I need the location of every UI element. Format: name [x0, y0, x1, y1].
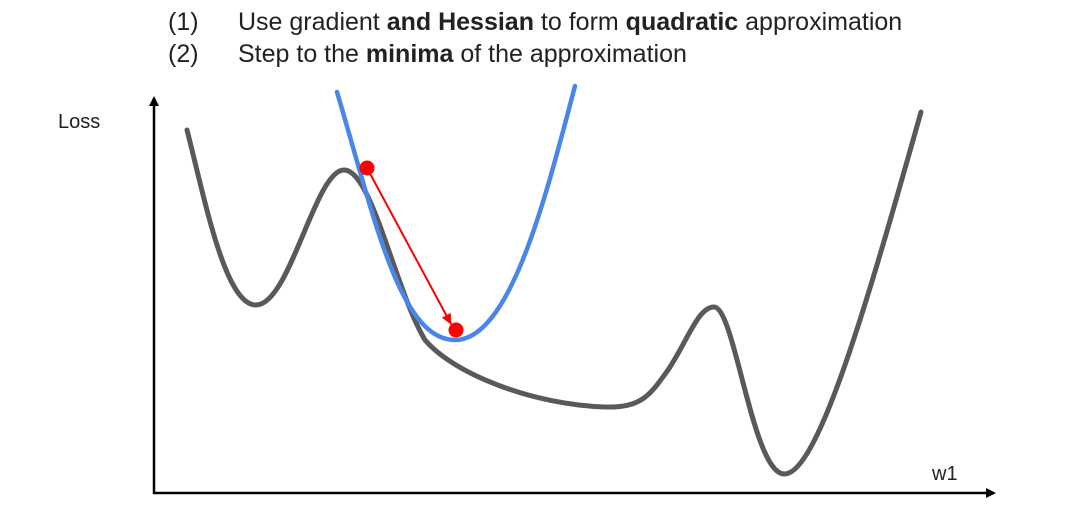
step-2: (2) Step to the minima of the approximat… — [168, 38, 902, 70]
step-arrow — [366, 167, 452, 325]
step-1-part: Use gradient — [238, 8, 387, 36]
step-1-number: (1) — [168, 8, 199, 36]
current-point — [359, 160, 375, 176]
step-2-emphasis: minima — [365, 40, 454, 68]
approximation-minimum-point — [448, 322, 464, 338]
y-axis-label: Loss — [58, 111, 100, 133]
step-2-text: Step to the minima of the approximation — [238, 38, 687, 70]
quadratic-approximation — [334, 83, 578, 343]
step-1-part: to form — [533, 8, 626, 36]
x-axis-label: w1 — [931, 463, 958, 485]
step-2-number: (2) — [168, 40, 199, 68]
step-1-part: approximation — [738, 8, 903, 36]
step-2-part: of the approximation — [453, 40, 687, 68]
step-2-part: Step to the — [238, 40, 366, 68]
step-1-emphasis: quadratic — [625, 8, 739, 36]
step-list: (1) Use gradient and Hessian to form qua… — [168, 6, 902, 70]
loss-curve — [184, 109, 924, 477]
step-1: (1) Use gradient and Hessian to form qua… — [168, 6, 902, 38]
step-1-text: Use gradient and Hessian to form quadrat… — [238, 6, 902, 38]
step-1-emphasis: and Hessian — [386, 8, 534, 36]
